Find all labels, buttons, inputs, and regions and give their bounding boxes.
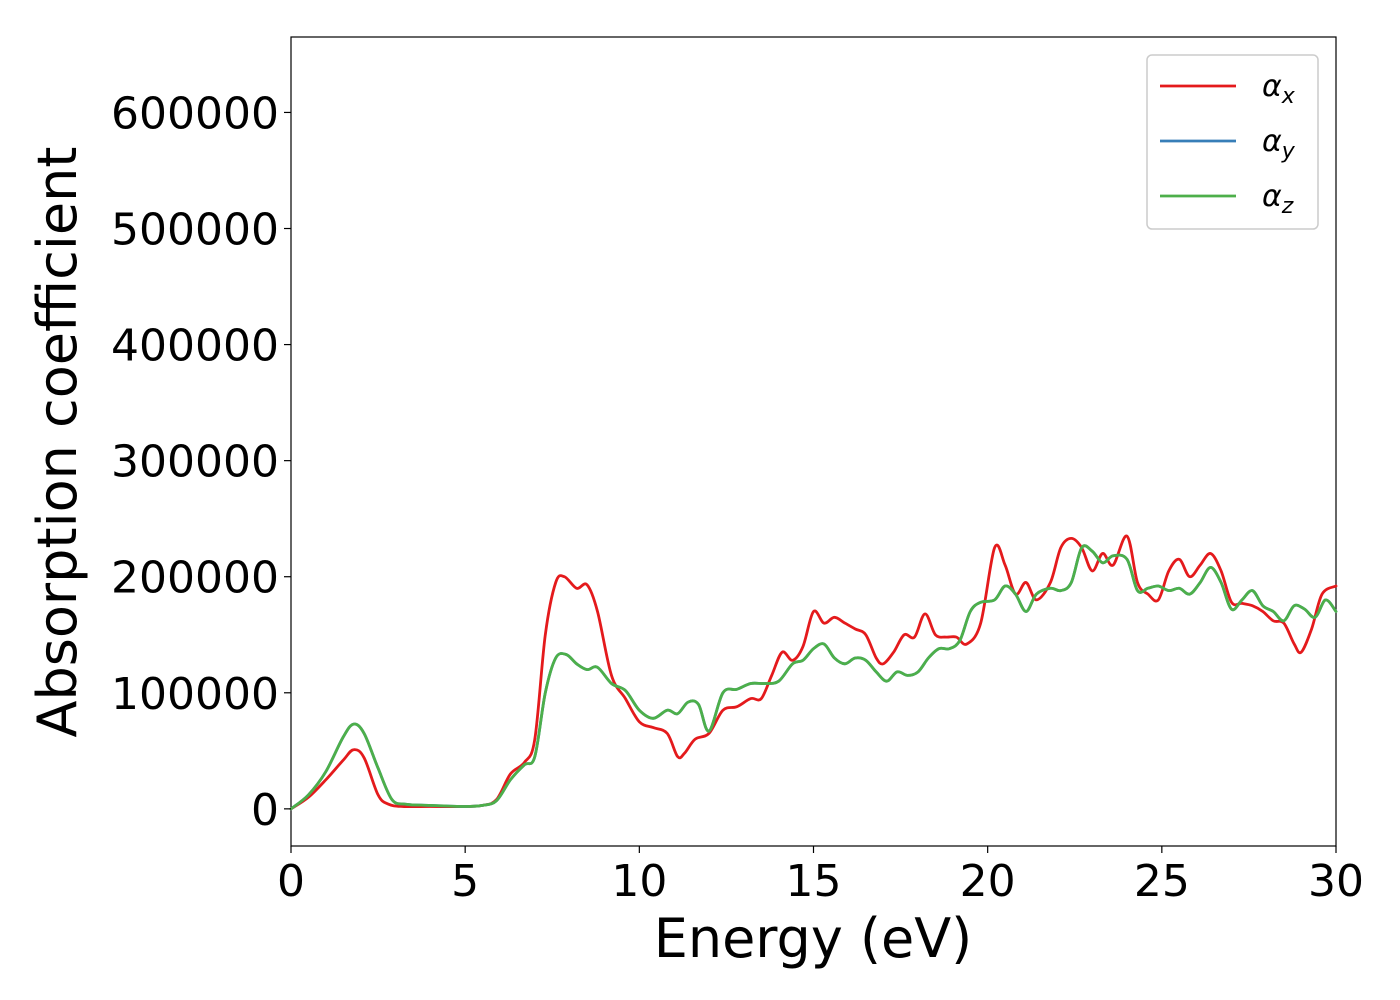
y-axis-ticks: 0 100000 200000 300000 400000 500000 600000 [111,88,291,836]
y-axis-label: Absorption coefficient [26,147,89,738]
series-line-alpha-x [289,534,1338,811]
x-tick-label: 15 [786,856,842,907]
y-tick-label: 0 [251,785,279,836]
x-tick-label: 20 [960,856,1016,907]
x-axis-label: Energy (eV) [654,907,973,970]
x-tick-label: 25 [1134,856,1190,907]
x-tick-label: 5 [451,856,479,907]
x-tick-label: 10 [611,856,667,907]
y-tick-label: 100000 [111,669,279,720]
y-tick-label: 500000 [111,205,279,256]
x-tick-label: 30 [1308,856,1364,907]
y-tick-label: 400000 [111,321,279,372]
y-tick-label: 200000 [111,553,279,604]
y-tick-label: 600000 [111,88,279,139]
series-layer [289,534,1338,811]
x-tick-label: 0 [277,856,305,907]
x-axis-ticks: 0 5 10 15 20 25 30 [277,846,1364,907]
y-tick-label: 300000 [111,437,279,488]
series-line-alpha-z [289,544,1338,811]
